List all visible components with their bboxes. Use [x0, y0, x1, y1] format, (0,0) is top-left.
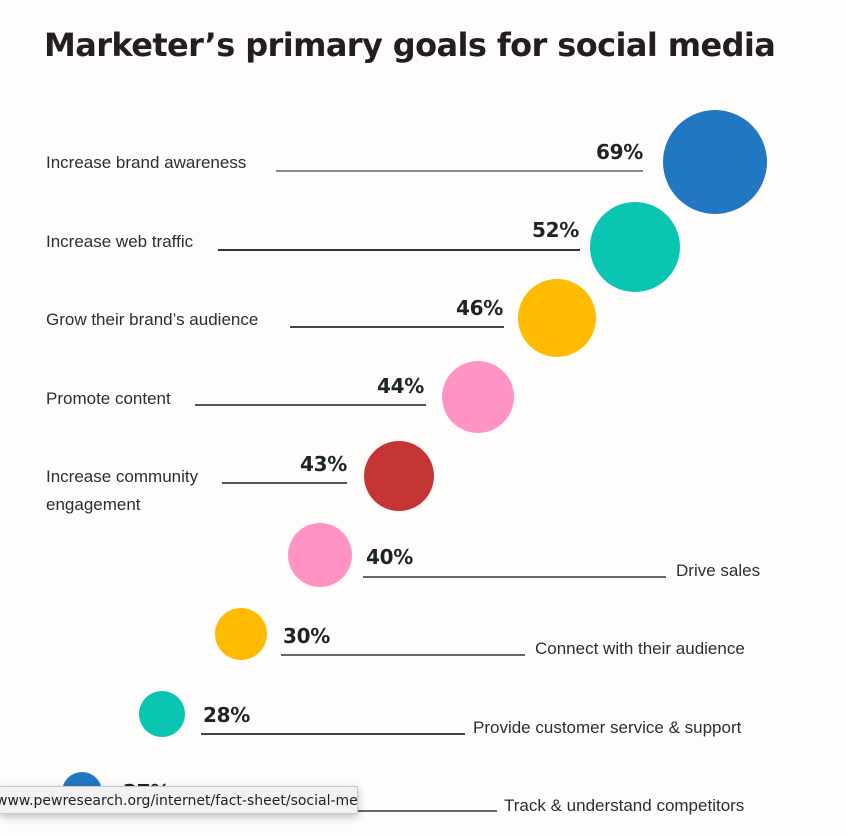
row-value: 28% [203, 703, 250, 727]
row-value: 44% [377, 374, 424, 398]
leader-line [290, 326, 504, 328]
bubble-pink [288, 523, 352, 587]
row-value: 69% [596, 140, 643, 164]
bubble-teal [590, 202, 680, 292]
leader-line [363, 576, 666, 578]
link-url-text: www.pewresearch.org/internet/fact-sheet/… [0, 793, 358, 809]
row-value: 46% [456, 296, 503, 320]
row-label: Track & understand competitors [504, 796, 745, 815]
bubble-pink [442, 361, 514, 433]
bubble-blue [663, 110, 767, 214]
leader-line [195, 404, 426, 406]
leader-line [276, 170, 643, 172]
leader-line [218, 249, 580, 251]
row-label: Increase brand awareness [46, 153, 247, 172]
link-url-tooltip: www.pewresearch.org/internet/fact-sheet/… [0, 786, 358, 814]
chart-title: Marketer’s primary goals for social medi… [44, 26, 776, 64]
leader-line [222, 482, 347, 484]
row-label: Drive sales [676, 561, 761, 580]
row-label: Increase web traffic [46, 232, 194, 251]
row-value: 40% [366, 545, 413, 569]
bubble-yellow [518, 279, 596, 357]
row-value: 30% [283, 624, 330, 648]
bubble-teal [139, 691, 185, 737]
row-label: Promote content [46, 389, 171, 408]
leader-line [201, 733, 465, 735]
leader-line [281, 654, 525, 656]
row-label: Grow their brand’s audience [46, 310, 259, 329]
row-value: 52% [532, 218, 579, 242]
row-label: Provide customer service & support [473, 718, 742, 737]
bubble-yellow [215, 608, 267, 660]
row-value: 43% [300, 452, 347, 476]
row-label-line2: engagement [46, 495, 141, 514]
bubble-red [364, 441, 434, 511]
row-label-line1: Increase community [46, 467, 199, 486]
row-label: Connect with their audience [535, 639, 745, 658]
